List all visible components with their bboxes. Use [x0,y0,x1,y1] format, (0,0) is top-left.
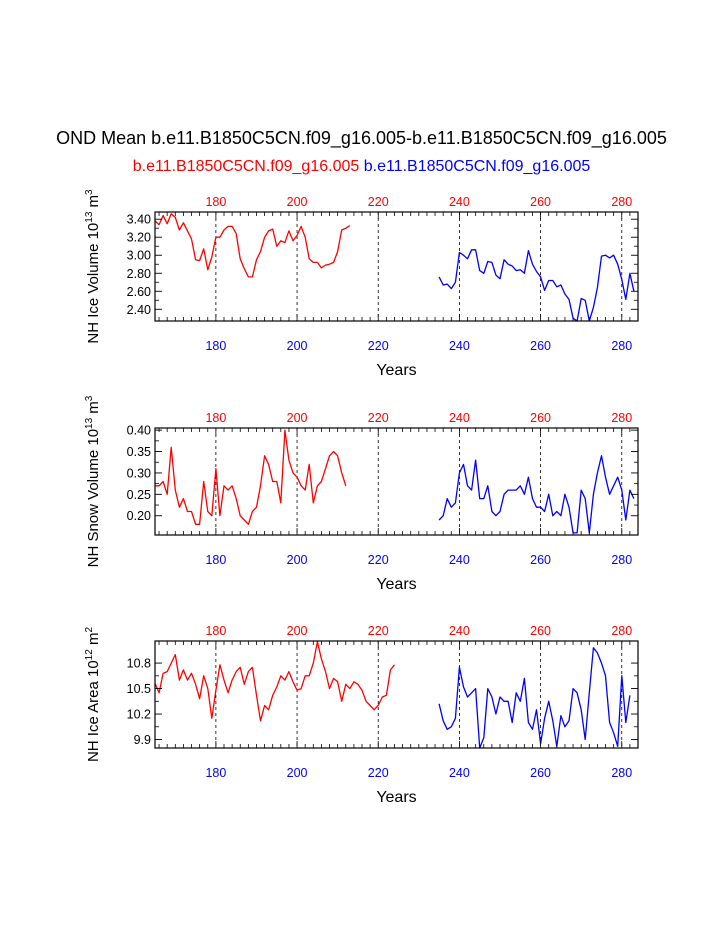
x-tick-label-bottom: 200 [287,766,308,780]
x-tick-label-bottom: 200 [287,339,308,353]
x-tick-label-top: 180 [205,195,226,209]
x-tick-label-bottom: 180 [205,553,226,567]
x-tick-label-bottom: 220 [368,766,389,780]
series-line-blue [438,249,635,322]
x-tick-label-bottom: 220 [368,553,389,567]
x-tick-label-bottom: 260 [530,553,551,567]
x-tick-label-bottom: 260 [530,339,551,353]
panel-ice-volume: 2.40 2.60 2.80 3.00 3.20 3.40 180 200 220 240 260 2… [84,189,639,379]
y-tick-label: 0.35 [127,445,151,459]
y-axis-title: NH Ice Volume 1013 m3 [84,189,102,344]
x-tick-label-bottom: 240 [449,339,470,353]
panel-snow-volume: 0.20 0.25 0.30 0.35 0.40 180 200 220 240 260 280 18… [84,395,639,593]
x-tick-label-top: 260 [530,195,551,209]
x-tick-label-top: 180 [205,411,226,425]
y-tick-label: 10.2 [127,708,151,722]
plot-frame [154,640,639,749]
y-tick-label: 0.20 [127,509,151,523]
y-tick-label: 10.5 [127,682,151,696]
x-tick-label-bottom: 240 [449,766,470,780]
x-axis-title: Years [376,789,416,806]
y-tick-label: 3.40 [127,213,151,227]
y-tick-label: 0.25 [127,488,151,502]
x-tick-label-top: 280 [611,195,632,209]
plot-frame [154,211,639,322]
x-tick-label-bottom: 180 [205,766,226,780]
x-axis-title: Years [376,362,416,379]
x-tick-label-bottom: 280 [611,553,632,567]
x-tick-label-top: 260 [530,411,551,425]
y-tick-label: 9.9 [134,733,151,747]
x-tick-label-bottom: 260 [530,766,551,780]
y-tick-label: 2.80 [127,267,151,281]
y-tick-label: 3.20 [127,231,151,245]
subtitle-case-right: b.e11.B1850C5CN.f09_g16.005 [363,158,591,175]
y-axis-title: NH Ice Area 1012 m2 [84,627,102,763]
x-tick-label-top: 240 [449,411,470,425]
x-tick-label-top: 260 [530,624,551,638]
series-line-red [154,641,396,722]
x-tick-label-bottom: 200 [287,553,308,567]
x-tick-label-top: 220 [368,195,389,209]
y-axis-title: NH Snow Volume 1013 m3 [84,395,102,567]
x-tick-label-top: 200 [287,624,308,638]
x-axis-title: Years [376,576,416,593]
subtitle-case-left: b.e11.B1850C5CN.f09_g16.005 [132,158,360,175]
x-tick-label-top: 200 [287,195,308,209]
x-tick-label-top: 240 [449,195,470,209]
x-tick-label-top: 220 [368,624,389,638]
x-tick-label-top: 220 [368,411,389,425]
series-line-blue [438,455,635,534]
y-tick-label: 0.40 [127,424,151,438]
series-line-red [154,213,351,278]
y-tick-label: 10.8 [127,657,151,671]
chart-title: OND Mean b.e11.B1850C5CN.f09_g16.005-b.e… [56,128,667,148]
x-tick-label-top: 280 [611,624,632,638]
y-tick-label: 2.40 [127,303,151,317]
panel-ice-area: 9.9 10.2 10.5 10.8 180 200 220 240 260 280 180 200 2… [84,624,639,806]
x-tick-label-bottom: 280 [611,339,632,353]
x-tick-label-bottom: 220 [368,339,389,353]
y-tick-label: 2.60 [127,285,151,299]
chart-subtitles: b.e11.B1850C5CN.f09_g16.005 b.e11.B1850C… [0,158,723,176]
x-tick-label-bottom: 280 [611,766,632,780]
x-tick-label-bottom: 180 [205,339,226,353]
x-tick-label-top: 180 [205,624,226,638]
series-line-red [155,429,347,525]
x-tick-label-top: 280 [611,411,632,425]
plot-frame [154,427,639,536]
y-tick-label: 0.30 [127,466,151,480]
y-tick-label: 3.00 [127,249,151,263]
series-line-blue [438,647,631,749]
x-tick-label-bottom: 240 [449,553,470,567]
x-tick-label-top: 200 [287,411,308,425]
x-tick-label-top: 240 [449,624,470,638]
